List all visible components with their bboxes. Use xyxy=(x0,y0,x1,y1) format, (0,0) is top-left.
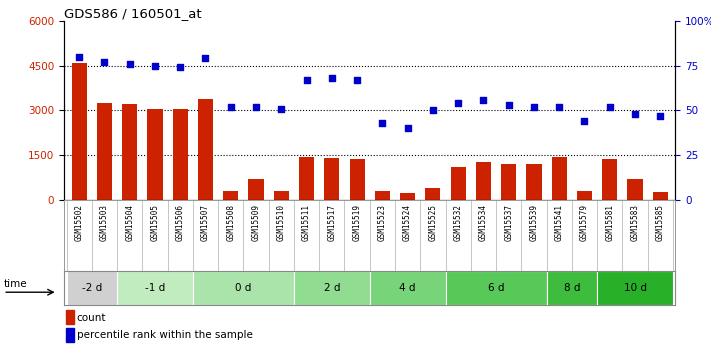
Bar xyxy=(446,271,547,305)
Text: GSM15507: GSM15507 xyxy=(201,204,210,240)
Point xyxy=(301,77,312,83)
Text: -2 d: -2 d xyxy=(82,283,102,293)
Bar xyxy=(350,159,365,200)
Bar xyxy=(299,157,314,200)
Bar xyxy=(72,62,87,200)
Text: GSM15506: GSM15506 xyxy=(176,204,185,240)
Bar xyxy=(294,271,370,305)
Bar xyxy=(198,99,213,200)
Bar xyxy=(627,179,643,200)
Point xyxy=(73,54,85,59)
Text: 4 d: 4 d xyxy=(400,283,416,293)
Bar xyxy=(67,271,117,305)
Point xyxy=(579,118,590,124)
Point xyxy=(452,100,464,106)
Bar xyxy=(66,328,74,342)
Text: GSM15505: GSM15505 xyxy=(151,204,159,240)
Bar xyxy=(66,310,74,324)
Text: 8 d: 8 d xyxy=(564,283,580,293)
Text: GSM15585: GSM15585 xyxy=(656,204,665,240)
Text: 0 d: 0 d xyxy=(235,283,252,293)
Text: GDS586 / 160501_at: GDS586 / 160501_at xyxy=(64,7,202,20)
Bar xyxy=(147,109,163,200)
Text: GSM15519: GSM15519 xyxy=(353,204,362,240)
Bar xyxy=(223,191,238,200)
Bar xyxy=(400,193,415,200)
Point xyxy=(149,63,161,68)
Point xyxy=(124,61,135,67)
Text: GSM15537: GSM15537 xyxy=(504,204,513,240)
Text: GSM15579: GSM15579 xyxy=(580,204,589,240)
Point xyxy=(402,126,413,131)
Bar xyxy=(476,162,491,200)
Bar xyxy=(425,188,441,200)
Text: GSM15503: GSM15503 xyxy=(100,204,109,240)
Point xyxy=(200,56,211,61)
Point xyxy=(554,104,565,110)
Text: GSM15523: GSM15523 xyxy=(378,204,387,240)
Text: GSM15539: GSM15539 xyxy=(530,204,538,240)
Text: GSM15517: GSM15517 xyxy=(327,204,336,240)
Text: GSM15525: GSM15525 xyxy=(429,204,437,240)
Text: GSM15508: GSM15508 xyxy=(226,204,235,240)
Bar xyxy=(501,164,516,200)
Bar xyxy=(117,271,193,305)
Point xyxy=(503,102,514,108)
Text: GSM15581: GSM15581 xyxy=(605,204,614,240)
Point xyxy=(377,120,388,126)
Bar xyxy=(248,179,264,200)
Point xyxy=(629,111,641,117)
Bar xyxy=(274,191,289,200)
Text: time: time xyxy=(4,279,27,289)
Bar xyxy=(451,167,466,200)
Bar xyxy=(375,191,390,200)
Text: GSM15509: GSM15509 xyxy=(252,204,260,240)
Text: 6 d: 6 d xyxy=(488,283,504,293)
Point xyxy=(427,108,439,113)
Bar xyxy=(370,271,446,305)
Text: GSM15511: GSM15511 xyxy=(302,204,311,240)
Point xyxy=(478,97,489,102)
Text: count: count xyxy=(77,313,106,323)
Bar xyxy=(193,271,294,305)
Text: GSM15524: GSM15524 xyxy=(403,204,412,240)
Text: -1 d: -1 d xyxy=(145,283,165,293)
Point xyxy=(351,77,363,83)
Text: GSM15534: GSM15534 xyxy=(479,204,488,240)
Text: GSM15541: GSM15541 xyxy=(555,204,564,240)
Point xyxy=(604,104,616,110)
Text: GSM15510: GSM15510 xyxy=(277,204,286,240)
Text: GSM15504: GSM15504 xyxy=(125,204,134,240)
Point xyxy=(655,113,666,119)
Bar xyxy=(173,109,188,200)
Point xyxy=(326,75,338,81)
Text: 10 d: 10 d xyxy=(624,283,646,293)
Bar xyxy=(324,158,339,200)
Text: percentile rank within the sample: percentile rank within the sample xyxy=(77,330,252,340)
Bar xyxy=(577,191,592,200)
Bar xyxy=(597,271,673,305)
Text: GSM15583: GSM15583 xyxy=(631,204,639,240)
Bar xyxy=(602,159,617,200)
Bar xyxy=(97,103,112,200)
Point xyxy=(276,106,287,111)
Bar xyxy=(122,105,137,200)
Point xyxy=(250,104,262,110)
Point xyxy=(99,59,110,65)
Point xyxy=(225,104,237,110)
Point xyxy=(174,65,186,70)
Text: 2 d: 2 d xyxy=(324,283,340,293)
Text: GSM15532: GSM15532 xyxy=(454,204,463,240)
Bar xyxy=(526,164,542,200)
Bar xyxy=(653,192,668,200)
Bar xyxy=(547,271,597,305)
Text: GSM15502: GSM15502 xyxy=(75,204,84,240)
Bar xyxy=(552,157,567,200)
Point xyxy=(528,104,540,110)
